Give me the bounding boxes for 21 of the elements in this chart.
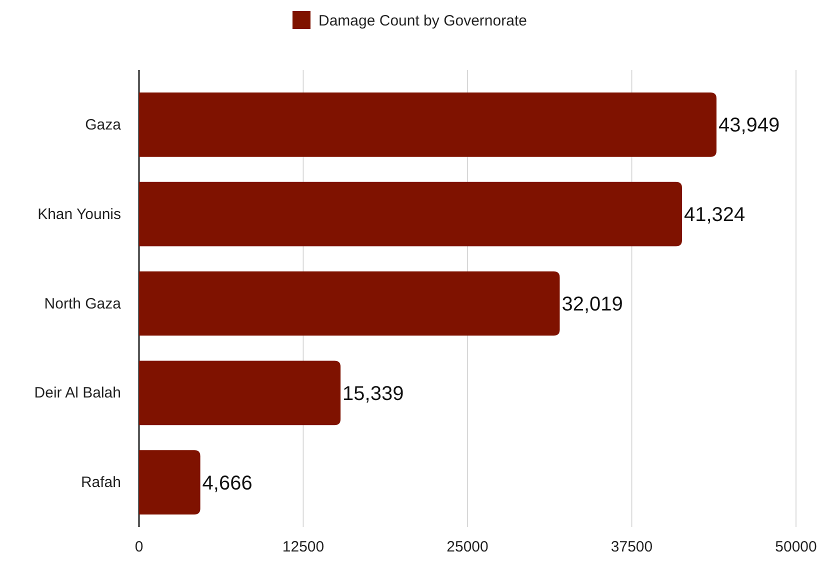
bar <box>139 360 341 426</box>
y-tick-label: Khan Younis <box>38 206 121 223</box>
data-label: 32,019 <box>562 294 623 316</box>
data-label: 41,324 <box>684 204 746 226</box>
data-label: 15,339 <box>342 382 404 405</box>
x-tick-label: 0 <box>134 538 144 556</box>
y-tick-label: Deir Al Balah <box>34 384 121 402</box>
x-tick-label: 50000 <box>775 538 817 556</box>
y-tick-label: Rafah <box>80 474 121 492</box>
legend-label: Damage Count by Governorate <box>318 12 527 30</box>
bar <box>139 271 560 336</box>
y-tick-label: Gaza <box>85 116 122 134</box>
bar <box>139 450 200 514</box>
bar <box>139 182 682 246</box>
data-label: 4,666 <box>202 472 252 494</box>
bar <box>139 92 716 157</box>
x-tick-label: 25000 <box>446 538 488 556</box>
x-tick-label: 37500 <box>610 538 653 556</box>
data-label: 43,949 <box>718 114 780 137</box>
x-tick-label: 12500 <box>282 538 324 556</box>
y-tick-label: North Gaza <box>44 295 122 312</box>
